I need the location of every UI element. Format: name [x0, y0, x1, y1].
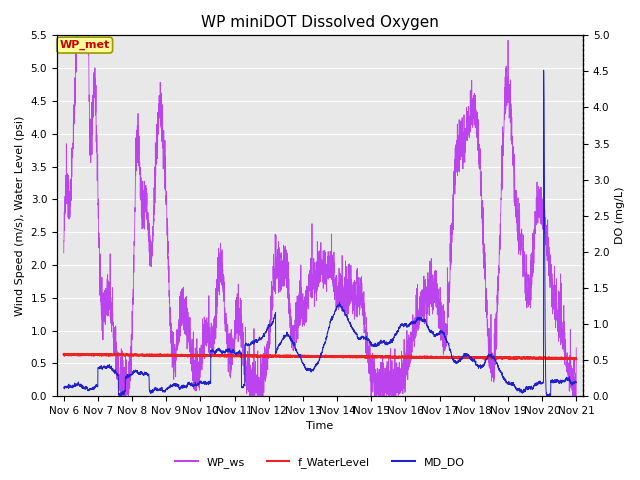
Legend: WP_ws, f_WaterLevel, MD_DO: WP_ws, f_WaterLevel, MD_DO [171, 452, 469, 472]
Title: WP miniDOT Dissolved Oxygen: WP miniDOT Dissolved Oxygen [201, 15, 439, 30]
X-axis label: Time: Time [307, 421, 333, 432]
Text: WP_met: WP_met [60, 40, 110, 50]
Y-axis label: Wind Speed (m/s), Water Level (psi): Wind Speed (m/s), Water Level (psi) [15, 116, 25, 316]
Y-axis label: DO (mg/L): DO (mg/L) [615, 187, 625, 244]
